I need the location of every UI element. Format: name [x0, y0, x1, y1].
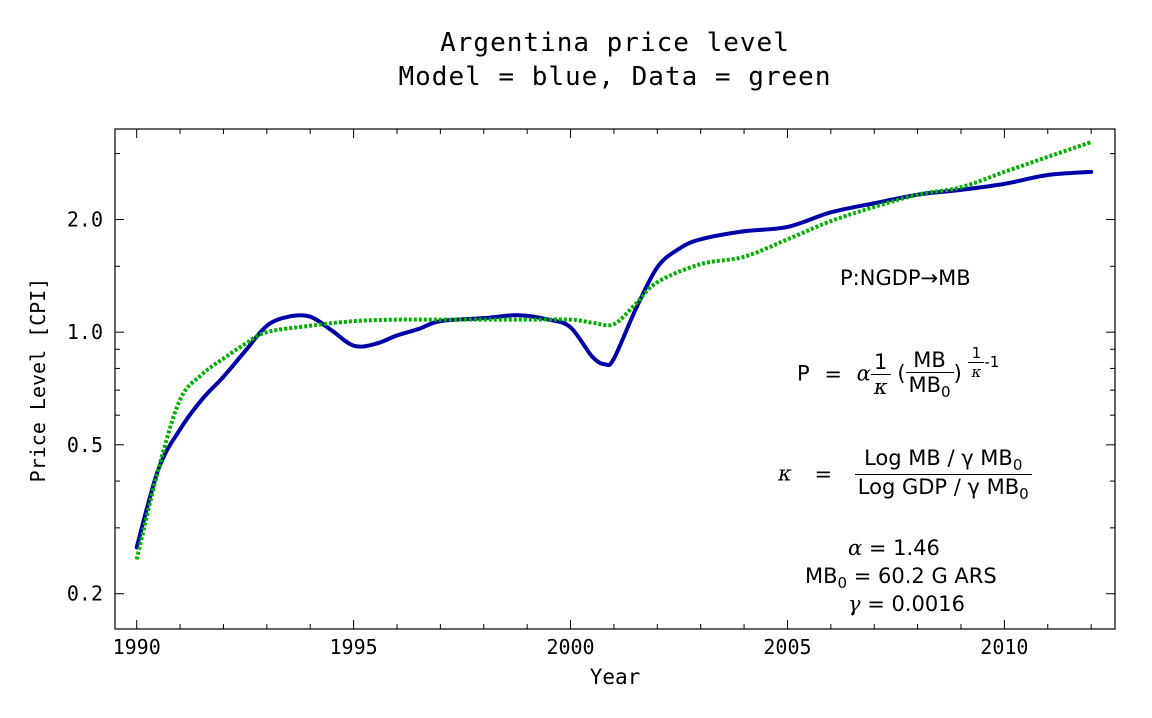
exp-rest: -1 [984, 352, 1000, 371]
kappa-fraction: Log MB / γ MB0 Log GDP / γ MB0 [854, 446, 1032, 504]
y-tick-label: 0.5 [67, 433, 103, 457]
param-alpha: α = 1.46 [848, 536, 940, 560]
rparen: ) [953, 361, 962, 386]
x-tick-label: 1990 [113, 635, 161, 659]
y-tick-label: 0.2 [67, 582, 103, 606]
eq1-lhs: P [797, 361, 810, 386]
eq1-equals: = [824, 361, 842, 386]
x-tick-label: 2005 [763, 635, 811, 659]
x-tick-label: 2000 [546, 635, 594, 659]
chart-subtitle: Model = blue, Data = green [398, 62, 832, 92]
mapping-label: P:NGDP→MB [840, 266, 971, 290]
frac-den: κ [873, 375, 888, 400]
kappa-num: Log MB / γ MB0 [854, 446, 1032, 476]
y-tick-label: 2.0 [67, 207, 103, 231]
lparen: ( [897, 361, 906, 386]
y-tick-label: 1.0 [67, 320, 103, 344]
kappa-symbol: κ [778, 461, 792, 486]
exp-den: κ [971, 362, 982, 381]
exponent: 1 κ -1 [968, 344, 1000, 381]
param-gamma: γ = 0.0016 [848, 592, 966, 616]
ratio-num: MB [905, 348, 954, 373]
param-mb0: MB0 = 60.2 G ARS [805, 564, 997, 593]
x-tick-label: 2010 [980, 635, 1028, 659]
frac-num: 1 [870, 350, 891, 376]
x-axis-label: Year [590, 665, 641, 689]
ratio-den: MB0 [908, 373, 951, 402]
mb-ratio: MB MB0 [905, 348, 954, 402]
data-series-line [134, 140, 1092, 560]
kappa-den: Log GDP / γ MB0 [857, 475, 1029, 504]
x-tick-label: 1995 [330, 635, 378, 659]
alpha-symbol: α [856, 361, 871, 386]
chart-title: Argentina price level [440, 28, 790, 58]
kappa-equation: κ = Log MB / γ MB0 Log GDP / γ MB0 [778, 446, 1032, 503]
plot-frame [114, 128, 1116, 630]
exp-num: 1 [968, 344, 985, 363]
y-axis-label: Price Level [CPI] [26, 278, 50, 483]
eq2-equals: = [814, 461, 833, 486]
